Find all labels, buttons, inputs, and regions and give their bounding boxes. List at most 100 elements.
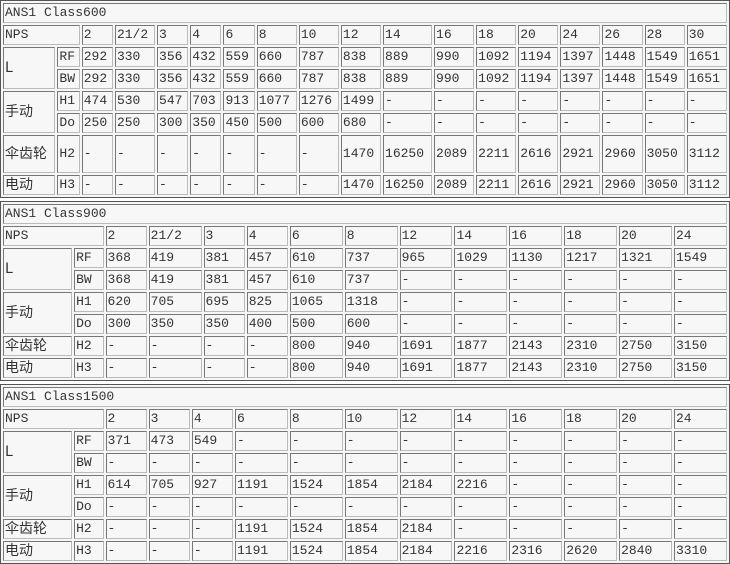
nps-size: 28 — [644, 25, 685, 45]
value-cell: 838 — [340, 47, 382, 67]
value-cell: 610 — [289, 248, 343, 268]
value-cell: 250 — [81, 113, 113, 133]
value-cell: - — [619, 314, 672, 334]
value-cell: - — [619, 431, 672, 451]
value-cell: - — [454, 314, 508, 334]
value-cell: 559 — [223, 69, 255, 89]
value-cell: 2921 — [560, 175, 601, 195]
spec-table-2: ANS1 Class1500 NPS 2 3 4 6 8 10 12 14 16 18 20 24 L RF 3… — [0, 384, 730, 564]
value-cell: - — [454, 497, 508, 517]
dimension-table: ANS1 Class900 NPS 2 21/2 3 4 6 8 12 14 16 18 20 24 L RF… — [1, 202, 729, 380]
value-cell: 1854 — [344, 541, 398, 561]
value-cell: - — [619, 519, 672, 539]
value-cell: - — [234, 453, 288, 473]
row-key: H1 — [74, 475, 104, 495]
row-group-label: 手动 — [3, 292, 73, 334]
value-cell: - — [191, 519, 233, 539]
value-cell: 1470 — [340, 135, 382, 173]
value-cell: 703 — [190, 91, 222, 111]
value-cell: 250 — [114, 113, 156, 133]
value-cell: - — [454, 453, 508, 473]
value-cell: - — [434, 91, 475, 111]
table-row: 伞齿轮 H2- - - -800 940 1691 1877 2143 2310 2750 3150 — [3, 336, 727, 356]
value-cell: 1524 — [289, 519, 343, 539]
value-cell: 2184 — [399, 475, 453, 495]
value-cell: - — [399, 292, 453, 312]
row-key: BW — [74, 453, 104, 473]
value-cell: 1321 — [619, 248, 672, 268]
value-cell: - — [148, 541, 190, 561]
table-row: 电动 H3- - - -800 940 1691 1877 2143 2310 2750 3150 — [3, 358, 727, 378]
value-cell: 432 — [190, 47, 222, 67]
value-cell: 2216 — [454, 541, 508, 561]
row-key: H1 — [57, 91, 80, 111]
value-cell: 381 — [203, 270, 245, 290]
value-cell: - — [564, 453, 618, 473]
value-cell: - — [619, 292, 672, 312]
table-row: 伞齿轮 H2- - -1191 1524 1854 2184- - - - - — [3, 519, 727, 539]
value-cell: 1448 — [602, 47, 643, 67]
value-cell: 787 — [298, 47, 339, 67]
value-cell: - — [434, 113, 475, 133]
value-cell: 1549 — [673, 248, 727, 268]
nps-size: 26 — [602, 25, 643, 45]
value-cell: 300 — [105, 314, 147, 334]
value-cell: 927 — [191, 475, 233, 495]
table-row: 手动 H1 620 705 695 825 1065 1318- - - - - - — [3, 292, 727, 334]
value-cell: - — [344, 453, 398, 473]
value-cell: 610 — [289, 270, 343, 290]
value-cell: 2143 — [509, 336, 563, 356]
table-row: 电动 H3- - - - - - -1470 16250 2089 2211 2616 2921 2960… — [3, 175, 727, 195]
value-cell: 2960 — [602, 135, 643, 173]
value-cell: - — [105, 336, 147, 356]
value-cell: 2216 — [454, 475, 508, 495]
value-cell: - — [518, 113, 559, 133]
value-cell: 1191 — [234, 475, 288, 495]
value-cell: 825 — [246, 292, 288, 312]
value-cell: 3112 — [686, 175, 727, 195]
value-cell: - — [157, 175, 189, 195]
value-cell: - — [105, 519, 147, 539]
nps-size: 4 — [246, 226, 288, 246]
value-cell: - — [81, 135, 113, 173]
table-row: Do 250 250 300 350 450 500 600 680- - - - - - - - — [3, 113, 727, 133]
value-cell: 450 — [223, 113, 255, 133]
value-cell: 2316 — [509, 541, 563, 561]
nps-size: 6 — [289, 226, 343, 246]
value-cell: - — [148, 497, 190, 517]
nps-size: 16 — [509, 226, 563, 246]
value-cell: - — [619, 497, 672, 517]
value-cell: 614 — [105, 475, 147, 495]
value-cell: 16250 — [383, 135, 433, 173]
value-cell: 1877 — [454, 358, 508, 378]
value-cell: 1549 — [644, 69, 685, 89]
value-cell: 500 — [256, 113, 297, 133]
value-cell: 1549 — [644, 47, 685, 67]
value-cell: 2620 — [564, 541, 618, 561]
nps-size: 4 — [191, 409, 233, 429]
value-cell: - — [256, 135, 297, 173]
value-cell: 913 — [223, 91, 255, 111]
value-cell: 990 — [434, 47, 475, 67]
nps-size: 3 — [157, 25, 189, 45]
value-cell: 3150 — [673, 358, 727, 378]
value-cell: - — [203, 358, 245, 378]
value-cell: - — [564, 497, 618, 517]
value-cell: 330 — [114, 47, 156, 67]
table-row: L RF 368 419 381 457 610 737 965 1029 1130 1217 1321… — [3, 248, 727, 290]
value-cell: 350 — [148, 314, 202, 334]
value-cell: 1448 — [602, 69, 643, 89]
nps-size: 24 — [673, 409, 727, 429]
row-group-label: 电动 — [3, 358, 73, 378]
table-row: Do - - - - - - - - - - - - — [3, 497, 727, 517]
value-cell: 1318 — [344, 292, 398, 312]
nps-size: 12 — [399, 226, 453, 246]
value-cell: 838 — [340, 69, 382, 89]
value-cell: 1691 — [399, 336, 453, 356]
value-cell: 1191 — [234, 541, 288, 561]
value-cell: 990 — [434, 69, 475, 89]
value-cell: 2211 — [476, 135, 517, 173]
value-cell: 2840 — [619, 541, 672, 561]
value-cell: 2089 — [434, 135, 475, 173]
value-cell: - — [564, 314, 618, 334]
